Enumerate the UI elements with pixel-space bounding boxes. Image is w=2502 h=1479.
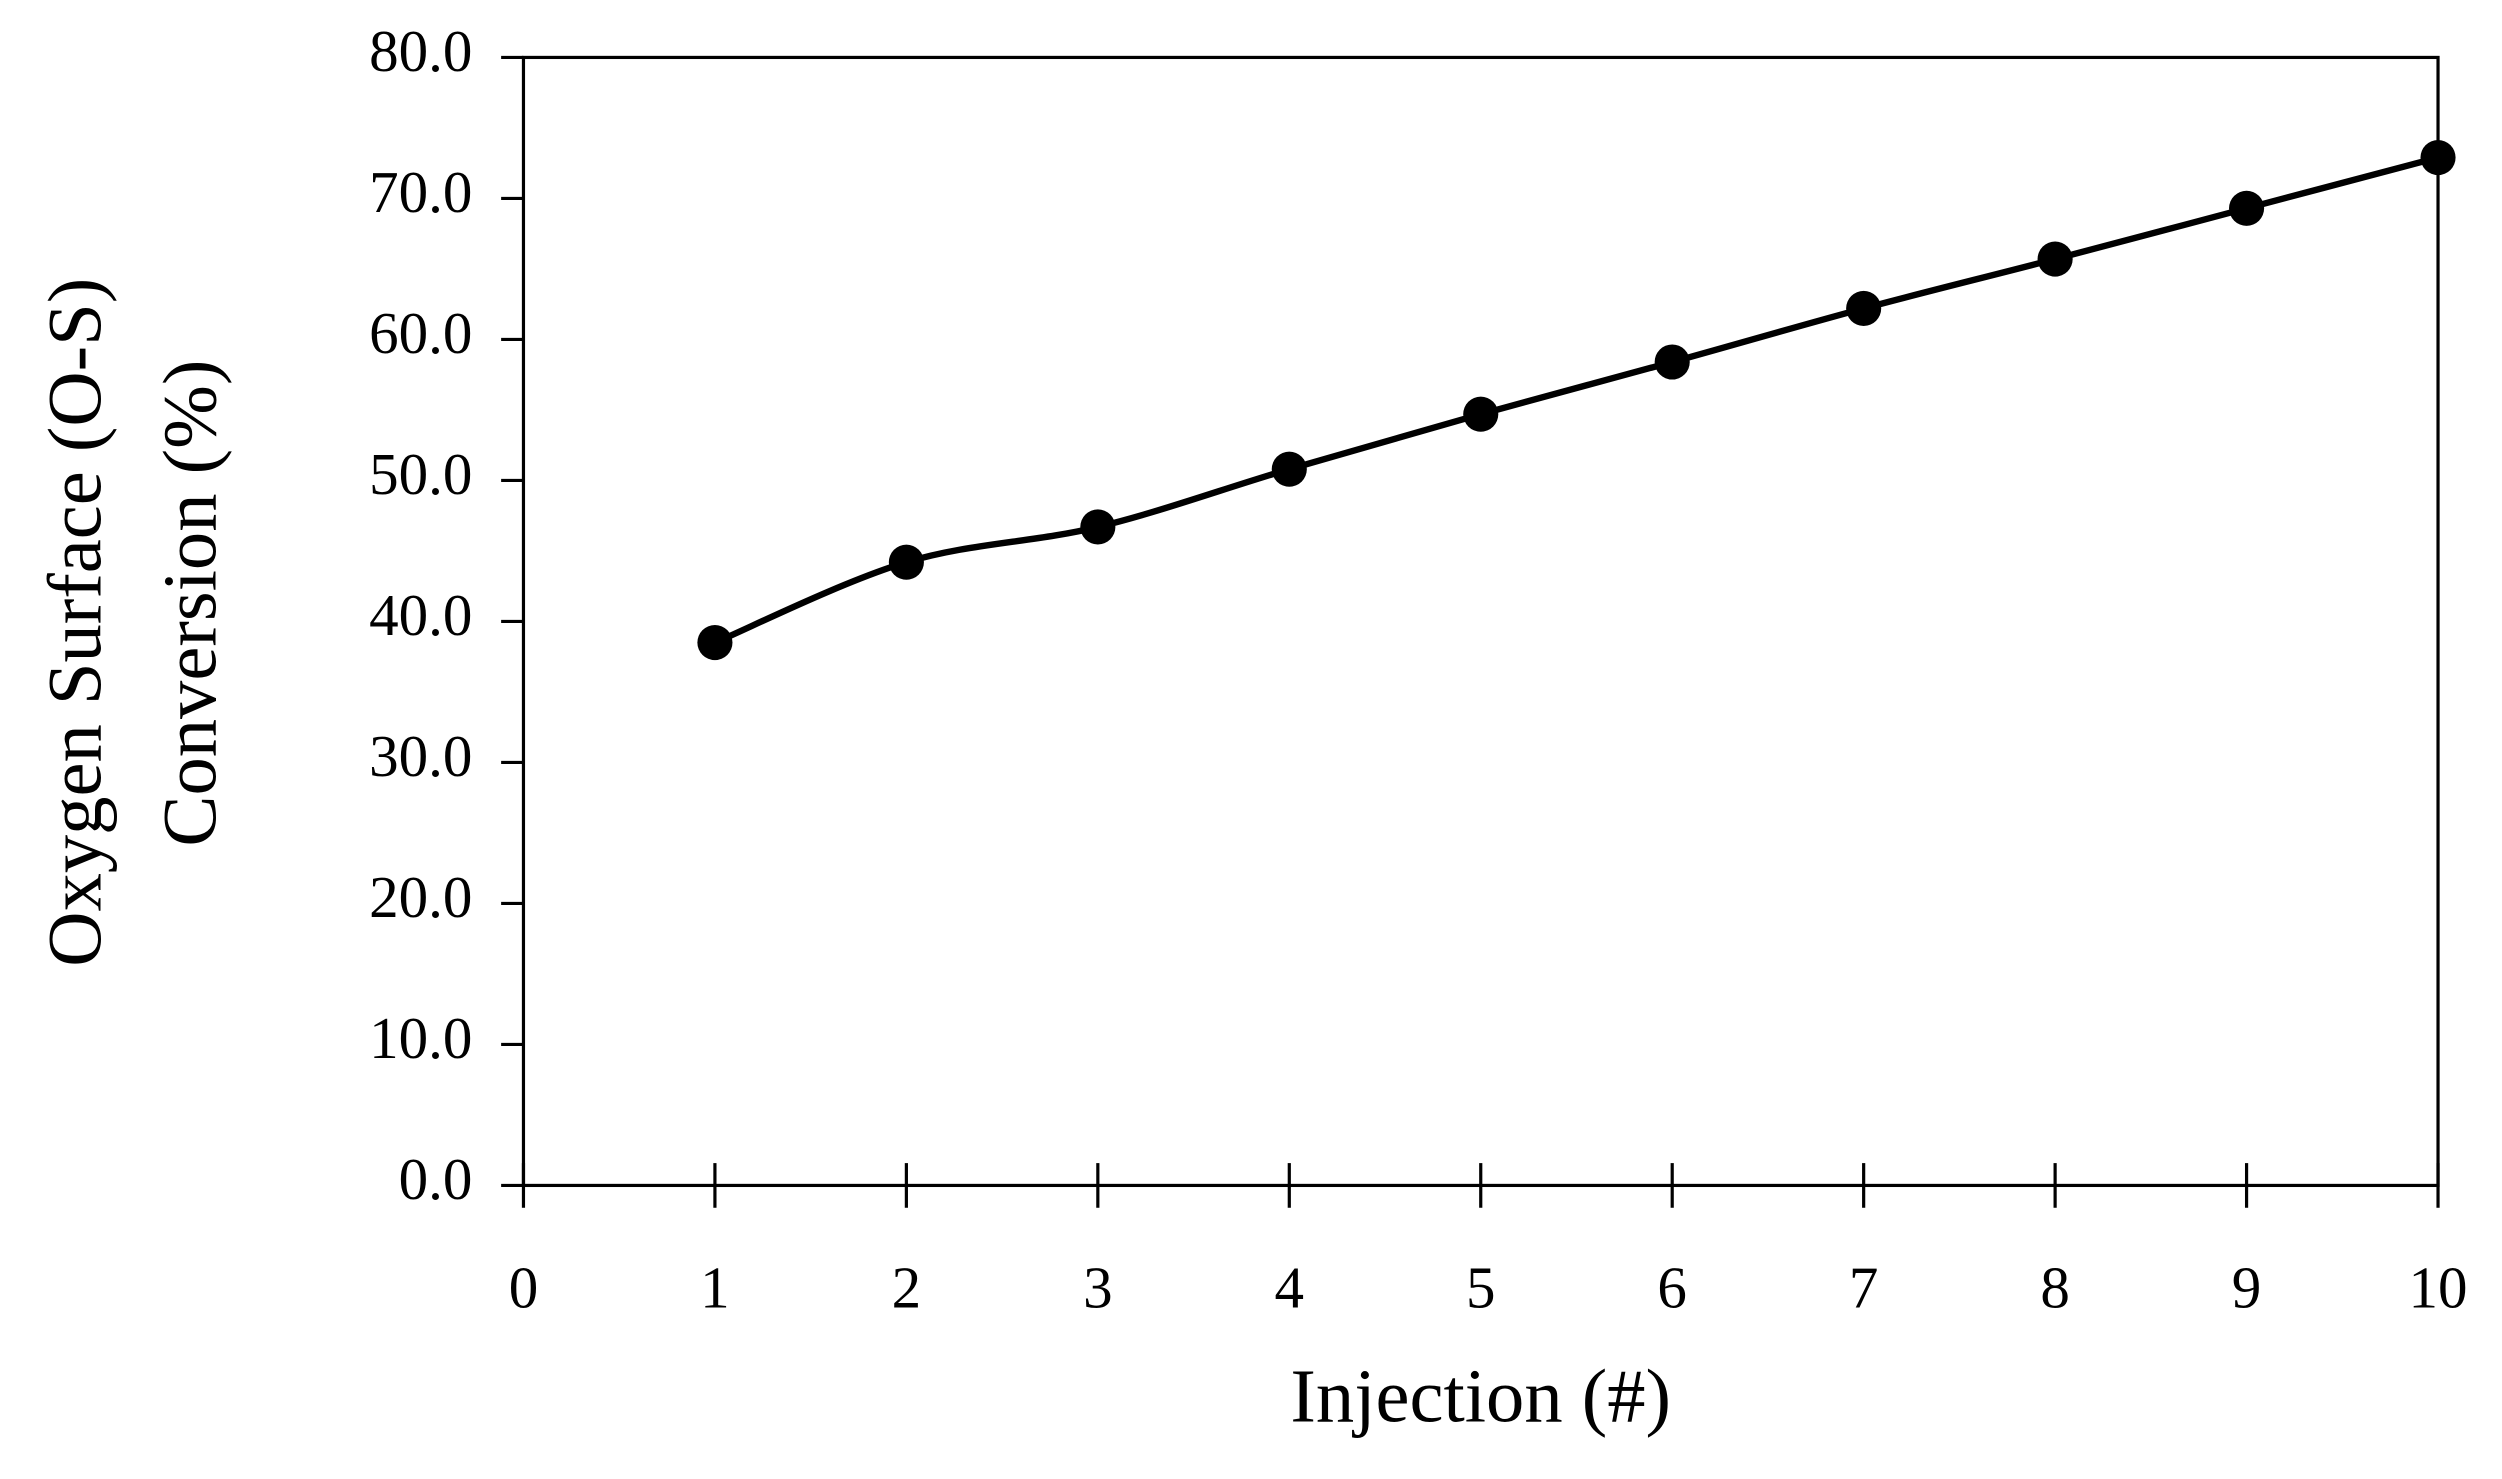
x-tick-label: 6 [1657, 1254, 1687, 1320]
y-tick-label: 20.0 [369, 864, 472, 930]
y-tick-label: 70.0 [369, 159, 472, 225]
x-tick-label: 7 [1849, 1254, 1879, 1320]
y-tick-label: 60.0 [369, 300, 472, 366]
marker [2037, 241, 2073, 277]
line [713, 154, 2439, 646]
marker [888, 544, 924, 580]
marker [2229, 190, 2265, 226]
marker [2420, 139, 2456, 176]
y-tick-label: 0.0 [399, 1146, 473, 1212]
x-axis-title: Injection (#) [1290, 1354, 1671, 1439]
x-tick-label: 5 [1466, 1254, 1496, 1320]
marker [697, 625, 733, 661]
x-tick-label: 0 [509, 1254, 539, 1320]
y-tick-label: 30.0 [369, 723, 472, 789]
y-tick-label: 80.0 [369, 18, 472, 84]
x-tick-label: 3 [1083, 1254, 1113, 1320]
x-tick-label: 1 [700, 1254, 730, 1320]
marker [1080, 509, 1116, 545]
marker [1271, 451, 1307, 487]
y-tick-label: 50.0 [369, 441, 472, 507]
x-tick-label: 10 [2409, 1254, 2468, 1320]
marker [1463, 396, 1499, 432]
x-tick-label: 4 [1275, 1254, 1305, 1320]
marker [1846, 290, 1882, 326]
x-tick-label: 8 [2040, 1254, 2070, 1320]
marker [1654, 344, 1690, 380]
x-tick-label: 9 [2232, 1254, 2262, 1320]
plot-frame [521, 55, 2440, 1188]
y-axis-title: Oxygen Surface (O-S) [33, 278, 118, 967]
y-tick-label: 10.0 [369, 1005, 472, 1071]
x-tick-label: 2 [892, 1254, 922, 1320]
y-tick-label: 40.0 [369, 582, 472, 648]
y-axis-title: Conversion (%) [148, 360, 233, 847]
